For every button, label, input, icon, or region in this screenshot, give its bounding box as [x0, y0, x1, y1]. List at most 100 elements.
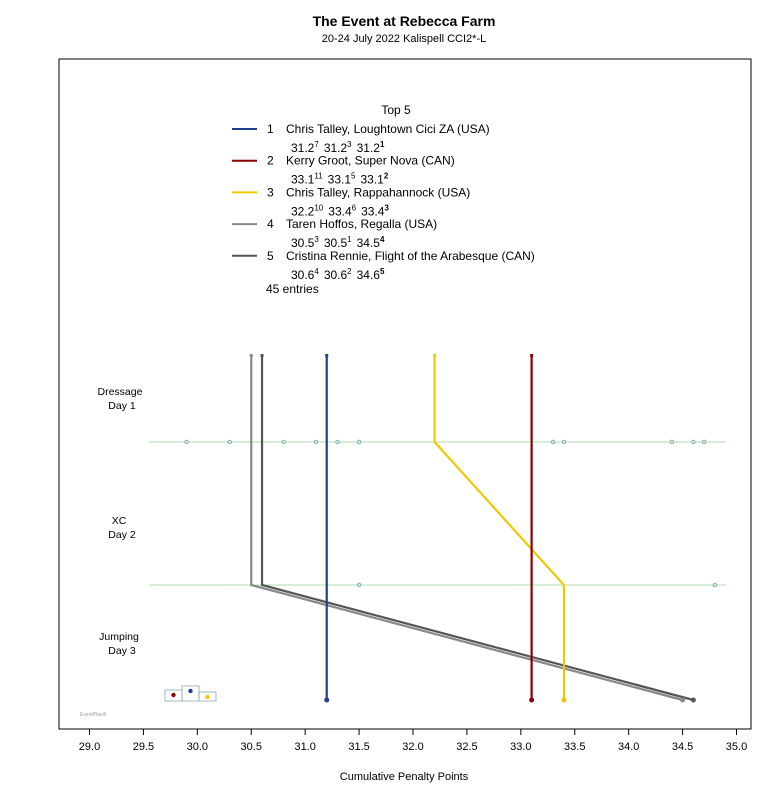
legend-entries-count: 45 entries: [266, 282, 319, 296]
chart-title: The Event at Rebecca Farm: [313, 13, 496, 29]
legend-entry-label: Taren Hoffos, Regalla (USA): [286, 217, 437, 231]
dressage-entry-point: [184, 439, 189, 445]
podium-step-1: [181, 685, 200, 702]
legend-scores: 30.64 30.62 34.65: [291, 267, 385, 282]
x-axis: 29.0 29.5 30.0 30.5 31.0 31.5 32.0 32.5 33.0 33.5…: [79, 729, 747, 753]
legend-score-value: 33.1: [328, 173, 352, 187]
x-axis-label: Cumulative Penalty Points: [340, 771, 469, 783]
x-tick-label: 30.0: [187, 741, 208, 753]
legend-heading: Top 5: [381, 103, 411, 117]
legend-rank: 2: [267, 154, 274, 168]
legend-entry-label: Kerry Groot, Super Nova (CAN): [286, 154, 455, 168]
legend-score-value: 30.6: [291, 268, 315, 282]
x-tick-label: 29.0: [79, 741, 100, 753]
legend-score-rank: 10: [314, 203, 323, 212]
series-line-5: [260, 355, 694, 702]
other-entries: [184, 439, 718, 588]
x-tick-label: 33.5: [564, 741, 585, 753]
series-end-point-5: [690, 697, 696, 703]
x-tick-label: 33.0: [510, 741, 531, 753]
legend-score-rank: 4: [380, 235, 385, 244]
legend-score-rank: 1: [380, 140, 385, 149]
dressage-entry-point: [701, 439, 707, 445]
dressage-entry-point: [313, 439, 319, 445]
x-tick-label: 32.5: [456, 741, 477, 753]
x-tick-label: 29.5: [133, 741, 154, 753]
legend-score-value: 34.6: [357, 268, 381, 282]
legend-score-value: 30.6: [324, 268, 348, 282]
legend-scores: 31.27 31.23 31.21: [291, 140, 385, 155]
phase-label-line2: Day 1: [108, 400, 136, 412]
x-tick-label: 30.5: [241, 741, 262, 753]
dressage-entry-point: [356, 439, 362, 445]
legend-score-rank: 3: [314, 235, 319, 244]
series-end-point-1: [324, 697, 330, 703]
phase-label-line1: XC: [112, 515, 127, 527]
legend-score-value: 34.5: [357, 236, 381, 250]
podium-marker-3: [205, 694, 210, 700]
series-start-marker-5: [260, 354, 264, 357]
dressage-entry-point: [281, 439, 286, 445]
dressage-entry-point: [561, 439, 567, 445]
series-end-point-4: [680, 697, 686, 703]
legend-score-value: 33.4: [361, 204, 385, 218]
legend-score-value: 31.2: [357, 141, 381, 155]
series-line-3: [433, 355, 566, 700]
dressage-entry-point: [691, 439, 696, 445]
legend-score-rank: 11: [314, 172, 323, 181]
plot-frame: [58, 58, 752, 730]
legend-score-rank: 1: [347, 235, 352, 244]
legend-rank: 5: [267, 249, 274, 263]
legend-score-rank: 3: [384, 203, 389, 212]
legend-score-rank: 7: [314, 140, 319, 149]
xc-entry-point: [356, 582, 362, 588]
x-tick-label: 35.0: [726, 741, 747, 753]
legend-scores: 32.210 33.46 33.43: [291, 203, 389, 218]
series-start-marker-2: [530, 354, 534, 357]
legend-score-rank: 2: [347, 267, 352, 276]
legend-score-value: 31.2: [291, 141, 315, 155]
series-lines: [249, 354, 696, 703]
x-tick-label: 31.5: [348, 741, 369, 753]
legend-score-rank: 4: [314, 267, 319, 276]
legend-score-value: 33.1: [360, 173, 384, 187]
dressage-entry-point: [335, 439, 340, 445]
podium-marker-1: [188, 688, 193, 694]
x-tick-label: 34.5: [672, 741, 693, 753]
dressage-entry-point: [227, 439, 232, 445]
series-start-marker-3: [433, 354, 437, 357]
legend-entry-label: Cristina Rennie, Flight of the Arabesque…: [286, 249, 535, 263]
phase-label-line2: Day 2: [108, 529, 136, 541]
phase-labels: Dressage Day 1 XC Day 2 Jumping Day 3: [98, 386, 143, 657]
series-start-marker-4: [249, 354, 253, 357]
series-line-4: [250, 355, 683, 702]
chart-subtitle: 20-24 July 2022 Kalispell CCI2*-L: [322, 33, 486, 45]
legend-rank: 3: [267, 185, 274, 199]
legend-rank: 4: [267, 217, 274, 231]
legend-score-rank: 2: [384, 172, 389, 181]
x-tick-label: 32.0: [402, 741, 423, 753]
x-tick-label: 34.0: [618, 741, 639, 753]
legend-scores: 30.53 30.51 34.54: [291, 235, 385, 250]
series-end-point-2: [529, 697, 535, 703]
phase-label-line1: Jumping: [99, 631, 139, 643]
legend-score-rank: 6: [352, 203, 357, 212]
legend-score-rank: 5: [351, 172, 356, 181]
brand-mark: EventPlan®: [80, 711, 107, 718]
legend-scores: 33.111 33.15 33.12: [291, 172, 389, 187]
phase-guides: [148, 441, 726, 586]
legend-score-value: 33.4: [328, 204, 352, 218]
dressage-entry-point: [669, 439, 674, 445]
phase-label-line2: Day 3: [108, 645, 136, 657]
legend: Top 5 1 Chris Talley, Loughtown Cici ZA (U…: [232, 103, 535, 296]
legend-score-value: 32.2: [291, 204, 315, 218]
phase-label-line1: Dressage: [98, 386, 143, 398]
podium-marker-2: [171, 692, 176, 698]
legend-rank: 1: [267, 122, 274, 136]
podium-step-3: [198, 691, 217, 702]
x-tick-label: 31.0: [294, 741, 315, 753]
podium-icon: [164, 685, 217, 702]
legend-entry-label: Chris Talley, Rappahannock (USA): [286, 185, 470, 199]
legend-score-rank: 3: [347, 140, 352, 149]
